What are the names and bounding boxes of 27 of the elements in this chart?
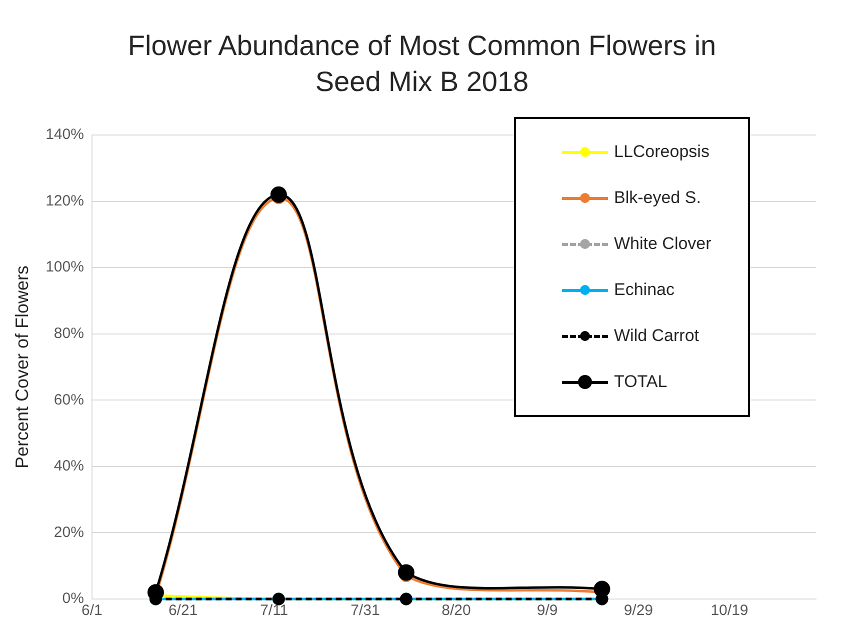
- point: [594, 580, 610, 598]
- x-tick-label: 6/1: [82, 602, 102, 620]
- x-tick-label: 8/20: [442, 602, 471, 620]
- legend-label: Blk-eyed S.: [614, 188, 701, 208]
- y-axis-title: Percent Cover of Flowers: [12, 265, 32, 469]
- legend-label: White Clover: [614, 234, 712, 254]
- y-tick-label: 40%: [54, 458, 84, 475]
- x-tick-label: 10/19: [710, 602, 748, 620]
- point: [270, 186, 287, 203]
- y-tick-label: 0%: [62, 590, 84, 608]
- y-tick-label: 20%: [54, 524, 84, 541]
- y-tick-label: 140%: [46, 126, 84, 144]
- legend-label: LLCoreopsis: [614, 142, 710, 162]
- legend-label: TOTAL: [614, 372, 668, 392]
- y-tick-label: 80%: [54, 325, 84, 342]
- x-tick-label: 6/21: [168, 602, 198, 620]
- x-tick-label: 7/11: [260, 602, 288, 620]
- y-tick-label: 60%: [54, 391, 84, 408]
- point: [398, 564, 414, 581]
- legend-label: Wild Carrot: [614, 326, 700, 346]
- x-tick-label: 7/31: [350, 602, 380, 620]
- y-tick-label: 100%: [46, 258, 84, 276]
- x-tick-label: 9/29: [624, 602, 654, 620]
- legend-label: Echinac: [614, 280, 674, 300]
- chart-title: Flower Abundance of Most Common Flowers in Seed Mix B 2018: [126, 29, 718, 99]
- y-tick-label: 120%: [46, 192, 84, 210]
- x-tick-label: 9/9: [536, 602, 558, 620]
